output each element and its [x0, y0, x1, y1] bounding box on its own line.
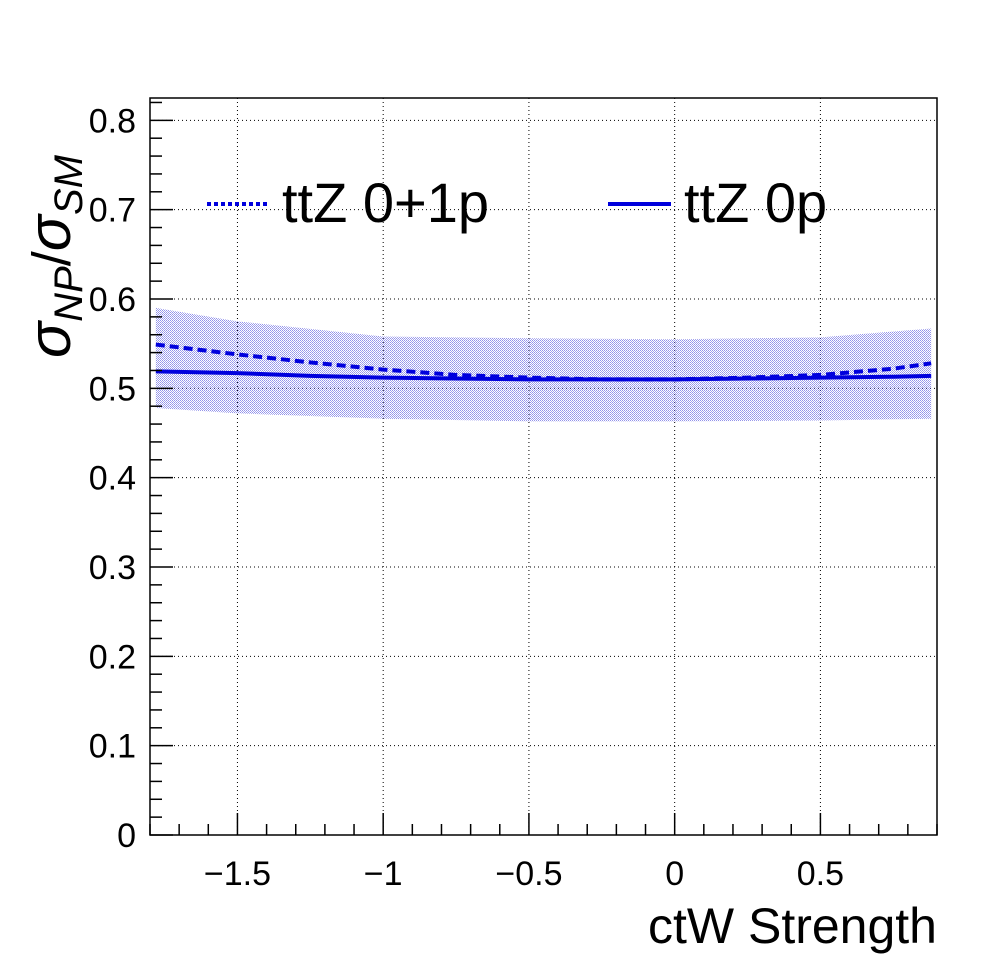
x-tick-label: −1.5: [204, 855, 271, 893]
x-tick-label: −1: [364, 855, 403, 893]
y-tick-label: 0.8: [89, 102, 136, 140]
plot-frame: [149, 97, 938, 836]
uncertainty-band: [155, 307, 932, 422]
y-tick-labels: 0 0.1 0.2 0.3 0.4 0.5 0.6 0.7 0.8: [89, 102, 136, 855]
y-tick-label: 0.7: [89, 192, 136, 230]
legend: ttZ 0+1p ttZ 0p: [207, 171, 827, 234]
x-tick-label: 0: [665, 855, 684, 893]
axis-ticks: [149, 101, 938, 836]
y-tick-label: 0.1: [89, 728, 136, 766]
series-line-ttz-0p: [155, 369, 932, 382]
uncertainty-band-layer: [155, 307, 932, 422]
x-axis-title: ctW Strength: [648, 898, 937, 954]
y-tick-label: 0.3: [89, 549, 136, 587]
x-tick-label: 0.5: [797, 855, 844, 893]
y-axis-sub-sm: SM: [47, 154, 91, 215]
x-tick-label: −0.5: [495, 855, 562, 893]
y-axis-slash: /: [22, 251, 82, 266]
y-axis-sub-np: NP: [47, 266, 91, 322]
y-tick-label: 0.4: [89, 460, 136, 498]
y-axis-title: σNP/σSM: [16, 154, 91, 358]
y-axis-sigma-np: σ: [16, 319, 83, 358]
y-tick-label: 0.2: [89, 638, 136, 676]
legend-label-ttz-0-1p: ttZ 0+1p: [282, 171, 489, 234]
grid-lines: [150, 98, 937, 836]
x-tick-labels: −1.5 −1 −0.5 0 0.5: [204, 855, 844, 893]
y-axis-sigma-sm: σ: [16, 212, 83, 251]
y-tick-label: 0.6: [89, 281, 136, 319]
series-layer: [155, 342, 932, 382]
y-tick-label: 0: [117, 817, 136, 855]
y-tick-label: 0.5: [89, 370, 136, 408]
legend-label-ttz-0p: ttZ 0p: [684, 171, 827, 234]
